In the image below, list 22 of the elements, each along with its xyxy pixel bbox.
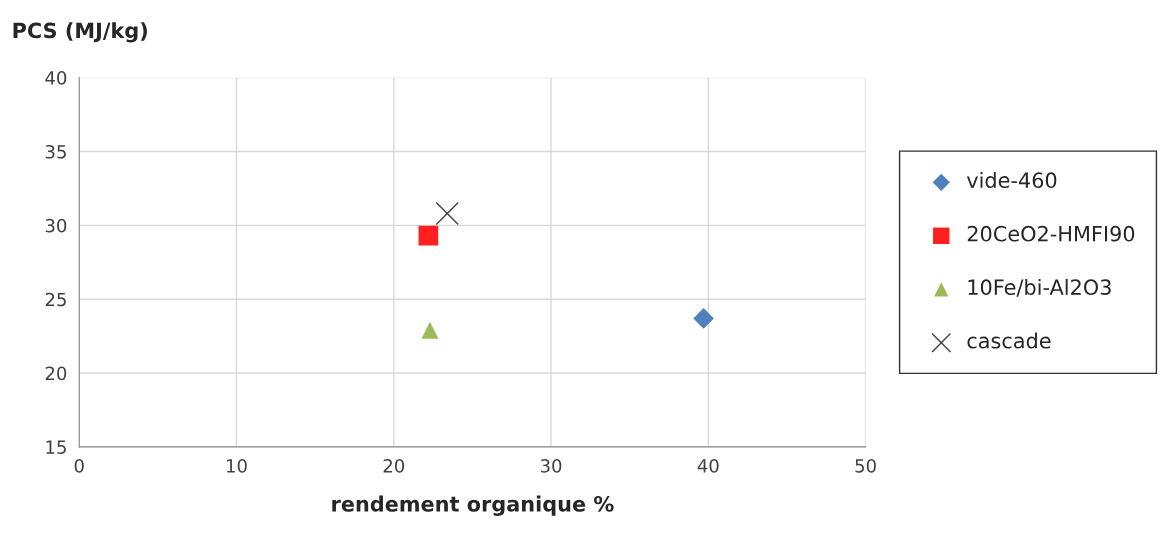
- y-tick-label: 35: [45, 144, 66, 159]
- y-tick-label: 15: [46, 440, 66, 455]
- y-axis-title: PCS (MJ/kg): [13, 22, 147, 43]
- y-tick-label: 40: [45, 71, 67, 85]
- x-tick-label: 20: [383, 459, 405, 473]
- legend-label: cascade: [967, 332, 1051, 349]
- y-tick-label: 30: [45, 218, 67, 233]
- y-tick-label: 20: [45, 366, 67, 381]
- x-tick-label: 10: [226, 459, 247, 473]
- x-tick-label: 40: [697, 459, 719, 473]
- x-tick-label: 50: [855, 459, 876, 473]
- legend-label: 10Fe/bi-Al2O3: [968, 278, 1111, 297]
- point: [693, 308, 714, 329]
- y-tick-label: 25: [45, 292, 66, 307]
- x-axis-title: rendement organique %: [332, 495, 614, 516]
- point: [421, 321, 439, 339]
- x-tick-label: 0: [74, 459, 84, 473]
- legend-label: vide-460: [966, 171, 1057, 189]
- point: [435, 201, 459, 226]
- point: [418, 225, 439, 246]
- legend-label: 20CeO2-HMFI90: [967, 225, 1135, 242]
- x-tick-label: 30: [540, 459, 562, 473]
